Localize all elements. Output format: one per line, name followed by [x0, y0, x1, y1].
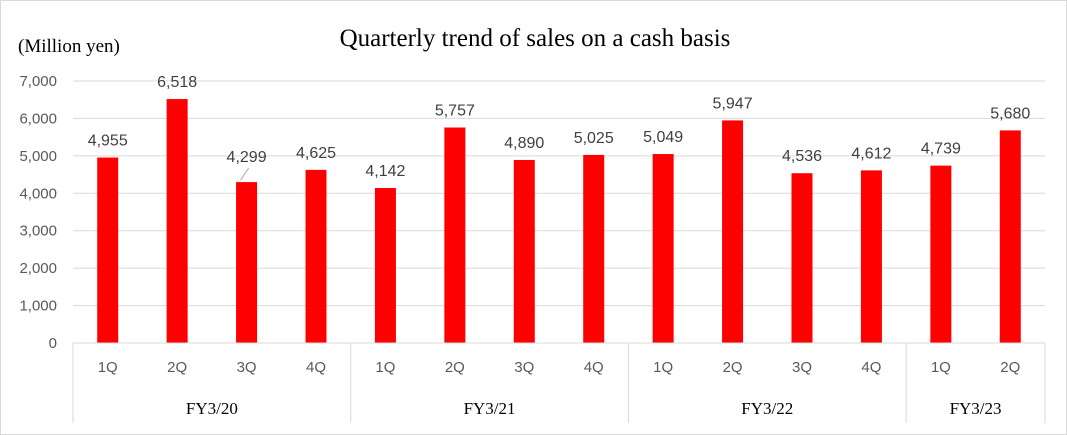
data-label: 5,947 — [713, 95, 753, 112]
y-tick-label: 5,000 — [19, 148, 57, 165]
data-label: 4,890 — [504, 135, 544, 152]
x-category-label: 1Q — [375, 359, 395, 376]
data-label: 5,049 — [643, 129, 683, 146]
data-label: 4,536 — [782, 148, 822, 165]
data-label: 5,680 — [990, 105, 1030, 122]
bars — [97, 99, 1021, 343]
data-label-leader-line — [240, 167, 249, 181]
bar — [513, 159, 535, 343]
bar — [999, 130, 1021, 343]
x-category-label: 3Q — [237, 359, 257, 376]
bar — [722, 120, 744, 343]
x-category-label: 4Q — [861, 359, 881, 376]
bar — [374, 187, 396, 343]
x-group-label: FY3/20 — [186, 399, 238, 418]
data-label: 4,625 — [296, 145, 336, 162]
x-category-label: 4Q — [584, 359, 604, 376]
data-label: 5,757 — [435, 103, 475, 120]
x-axis: 1Q 2Q 3Q 4Q 1Q 2Q 3Q 4Q 1Q 2Q 3Q 4Q 1Q 2Q FY3/20 FY3/21… — [72, 342, 1046, 423]
x-category-label: 2Q — [445, 359, 465, 376]
bar — [791, 173, 813, 343]
y-tick-label: 7,000 — [19, 73, 57, 90]
x-group-label: FY3/23 — [950, 399, 1002, 418]
x-category-label: 3Q — [514, 359, 534, 376]
bar — [305, 169, 327, 343]
y-axis-ticks: 0 1,000 2,000 3,000 4,000 5,000 6,000 7,000 — [19, 73, 57, 352]
data-label: 5,025 — [574, 130, 614, 147]
bar — [444, 127, 466, 343]
data-label: 4,142 — [365, 163, 405, 180]
bar — [930, 165, 952, 343]
y-tick-label: 6,000 — [19, 110, 57, 127]
y-tick-label: 2,000 — [19, 260, 57, 277]
data-label: 4,739 — [921, 141, 961, 158]
bar — [236, 182, 258, 343]
x-category-label: 2Q — [167, 359, 187, 376]
y-tick-label: 1,000 — [19, 298, 57, 315]
x-category-label: 4Q — [306, 359, 326, 376]
x-category-label: 1Q — [98, 359, 118, 376]
data-label: 4,299 — [227, 149, 267, 166]
bar — [583, 154, 605, 343]
x-category-label: 2Q — [723, 359, 743, 376]
bar — [652, 154, 674, 343]
x-category-label: 2Q — [1000, 359, 1020, 376]
x-category-label: 3Q — [792, 359, 812, 376]
bar — [97, 157, 119, 343]
data-labels: 4,955 6,518 4,299 4,625 4,142 5,757 4,890 5,025… — [88, 74, 1030, 181]
x-category-label: 1Q — [653, 359, 673, 376]
data-label: 4,612 — [851, 145, 891, 162]
x-group-label: FY3/21 — [464, 399, 516, 418]
y-tick-label: 0 — [49, 335, 57, 352]
data-label: 4,955 — [88, 133, 128, 150]
y-tick-label: 3,000 — [19, 223, 57, 240]
x-category-label: 1Q — [931, 359, 951, 376]
bar — [166, 99, 188, 343]
data-label: 6,518 — [157, 74, 197, 91]
y-tick-label: 4,000 — [19, 185, 57, 202]
y-axis-unit-label: (Million yen) — [18, 36, 120, 57]
chart-title: Quarterly trend of sales on a cash basis — [340, 25, 731, 52]
gridlines — [73, 80, 1045, 307]
bar — [860, 170, 882, 343]
x-group-label: FY3/22 — [741, 399, 793, 418]
